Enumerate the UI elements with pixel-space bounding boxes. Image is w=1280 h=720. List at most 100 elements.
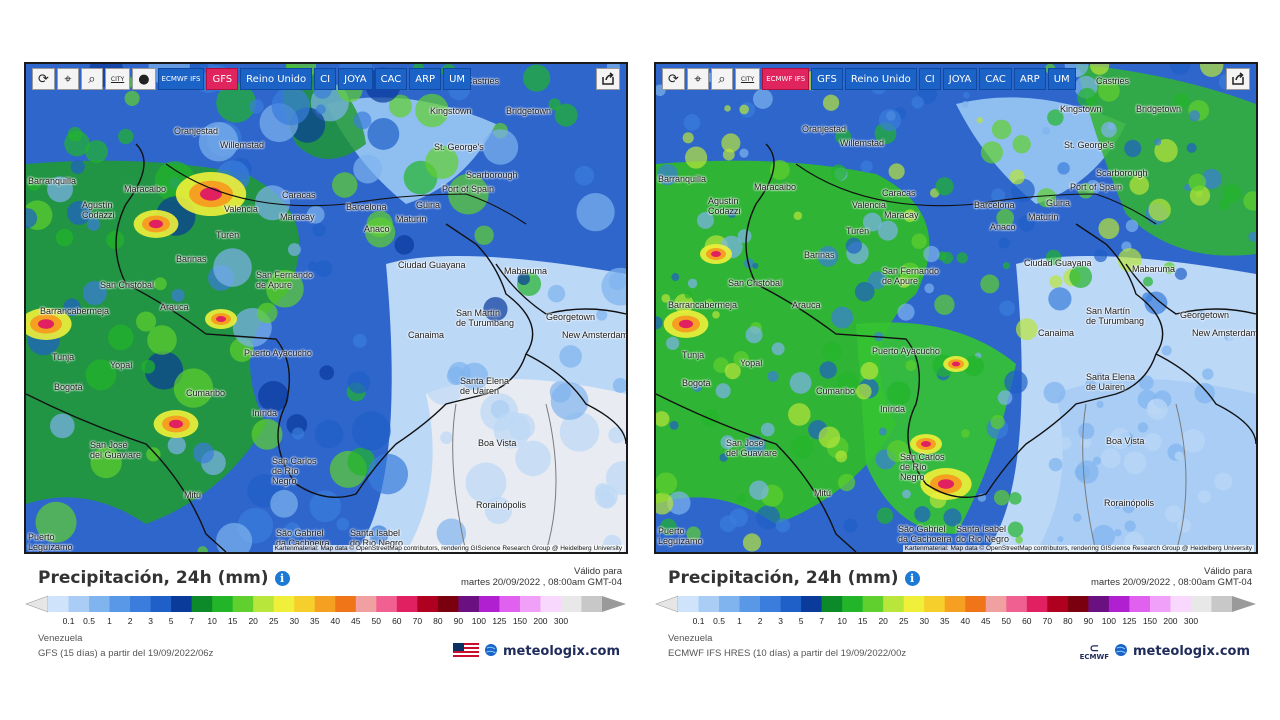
scale-swatch (719, 596, 741, 612)
model-tab-ci[interactable]: CI (314, 68, 337, 90)
city-label: New Amsterdam (1192, 328, 1258, 338)
scale-left-arrow (655, 595, 679, 613)
city-label: Rorainópolis (1104, 498, 1155, 508)
info-icon[interactable]: i (274, 570, 290, 586)
scale-swatch (944, 596, 966, 612)
city-label: Port of Spain (1070, 182, 1123, 192)
city-label: Tunja (52, 352, 75, 362)
zoom-icon[interactable]: ⌕ (80, 68, 103, 90)
scale-tick-label: 125 (1122, 616, 1137, 626)
scale-tick-label: 200 (1163, 616, 1178, 626)
scale-swatch (1108, 596, 1130, 612)
map-title-text: Precipitación, 24h (mm) (668, 568, 899, 588)
model-tab-cac[interactable]: CAC (979, 68, 1012, 90)
brand-name: meteologix.com (1133, 644, 1250, 659)
city-label: Georgetown (546, 312, 596, 322)
model-tab-ecmwf-ifs[interactable]: ECMWF IFS (762, 68, 810, 90)
city-label: Maturín (1028, 212, 1059, 222)
scale-tick-label: 90 (1083, 616, 1094, 626)
model-tab-joya[interactable]: JOYA (338, 68, 373, 90)
scale-swatch (821, 596, 843, 612)
model-tab-joya[interactable]: JOYA (942, 68, 978, 90)
precipitation-overlay (656, 64, 1256, 552)
scale-swatch (540, 596, 562, 612)
model-tab-arp[interactable]: ARP (1013, 68, 1046, 90)
brand-footer[interactable]: meteologix.com (453, 642, 620, 661)
scale-tick-label: 2 (757, 616, 763, 626)
scale-tick-label: 150 (1142, 616, 1158, 626)
city-label: Canaima (1038, 328, 1075, 338)
model-tab-gfs[interactable]: GFS (811, 68, 843, 90)
city-label: Mitú (184, 490, 202, 500)
precipitation-map[interactable]: ⟳ ⌖ ⌕ CITY ● ECMWF IFS GFS Reino Unido CI JOYA CAC… (24, 62, 628, 554)
city-label: San Cristóbal (728, 278, 783, 288)
city-label: Canaima (408, 330, 445, 340)
city-label: Oranjestad (174, 126, 219, 136)
scale-swatch (1067, 596, 1089, 612)
zoom-icon[interactable]: ⌕ (710, 68, 733, 90)
city-label: Inírida (252, 408, 278, 418)
scale-right-arrow (602, 596, 626, 612)
city-label: San Martín de Turumbang (1086, 306, 1145, 326)
model-tab-arp[interactable]: ARP (409, 68, 442, 90)
city-label: Barranquilla (28, 176, 77, 186)
scale-tick-label: 25 (898, 616, 909, 626)
model-tab-cac[interactable]: CAC (374, 68, 408, 90)
city-label: Inírida (880, 404, 906, 414)
model-tab-um[interactable]: UM (443, 68, 472, 90)
scale-tick-label: 1 (107, 616, 112, 626)
share-icon[interactable] (596, 68, 620, 90)
model-tab-ecmwf-ifs[interactable]: ECMWF IFS (157, 68, 205, 90)
city-toggle-icon[interactable]: CITY (734, 68, 761, 90)
scale-tick-label: 300 (553, 616, 569, 626)
city-label: Willemstad (840, 138, 885, 148)
scale-swatch (48, 596, 70, 612)
map-toolbar: ⟳ ⌖ ⌕ CITY ● ECMWF IFS GFS Reino Unido CI JOYA CAC… (32, 68, 472, 90)
model-tab-gfs[interactable]: GFS (206, 68, 239, 90)
scale-swatch (862, 596, 884, 612)
precipitation-map[interactable]: ⟳ ⌖ ⌕ CITY ECMWF IFS GFS Reino Unido CI JOYA CAC A… (654, 62, 1258, 554)
scale-swatch (903, 596, 925, 612)
model-tab-reino-unido[interactable]: Reino Unido (844, 68, 917, 90)
share-icon[interactable] (1226, 68, 1250, 90)
scale-tick-label: 20 (878, 616, 888, 626)
city-label: Mabaruma (1132, 264, 1176, 274)
model-tab-um[interactable]: UM (1047, 68, 1076, 90)
city-label: Güiria (1046, 198, 1071, 208)
scale-swatch (739, 596, 761, 612)
city-label: Agustín Codazzi (708, 196, 741, 216)
info-icon[interactable]: i (904, 570, 920, 586)
reload-icon[interactable]: ⟳ (662, 68, 685, 90)
scale-swatch (842, 596, 864, 612)
city-label: Oranjestad (802, 124, 847, 134)
dot-icon[interactable]: ● (132, 68, 156, 90)
reload-icon[interactable]: ⟳ (32, 68, 55, 90)
scale-tick-label: 1 (737, 616, 742, 626)
scale-tick-label: 80 (1063, 616, 1073, 626)
scale-swatch (130, 596, 152, 612)
location-pin-icon[interactable]: ⌖ (686, 68, 709, 90)
city-label: Barinas (176, 254, 207, 264)
scale-swatch (376, 596, 398, 612)
scale-swatch (1026, 596, 1048, 612)
city-label: Barcelona (346, 202, 387, 212)
city-label: Barcelona (974, 200, 1015, 210)
brand-footer[interactable]: ⊂ ECMWF meteologix.com (1080, 642, 1250, 661)
model-tab-ci[interactable]: CI (918, 68, 941, 90)
model-run-label: GFS (15 días) a partir del 19/09/2022/06… (38, 648, 214, 659)
scale-swatch (985, 596, 1007, 612)
city-toggle-icon[interactable]: CITY (104, 68, 131, 90)
scale-tick-label: 15 (227, 616, 238, 626)
scale-tick-label: 45 (981, 616, 991, 626)
location-pin-icon[interactable]: ⌖ (56, 68, 79, 90)
city-label: San Carlos de Río Negro (900, 452, 945, 482)
scale-swatch (1088, 596, 1110, 612)
scale-swatch (212, 596, 234, 612)
city-label: Bridgetown (1136, 104, 1182, 114)
scale-tick-label: 125 (492, 616, 507, 626)
model-tab-reino-unido[interactable]: Reino Unido (240, 68, 313, 90)
city-label: San José del Guaviare (90, 440, 142, 460)
scale-tick-label: 3 (148, 616, 153, 626)
scale-tick-label: 5 (168, 616, 174, 626)
scale-tick-label: 150 (512, 616, 528, 626)
